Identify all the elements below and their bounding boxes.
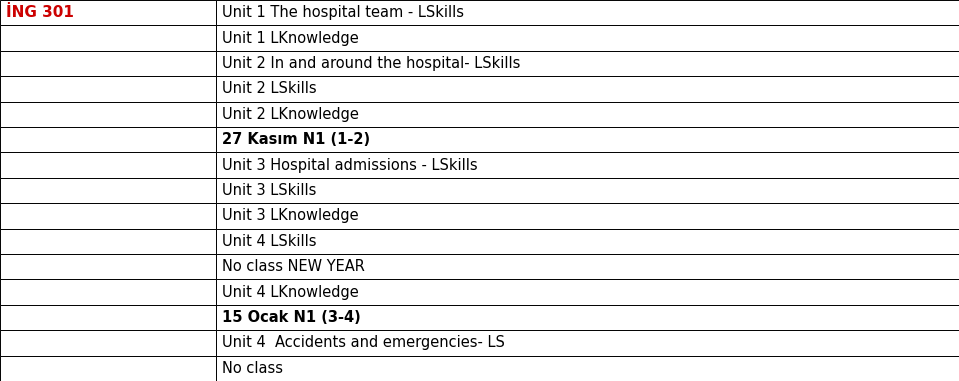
- Text: İNG 301: İNG 301: [6, 5, 74, 20]
- Text: Unit 4  Accidents and emergencies- LS: Unit 4 Accidents and emergencies- LS: [222, 335, 504, 351]
- Bar: [216, 152, 959, 178]
- Text: Unit 2 LSkills: Unit 2 LSkills: [222, 82, 316, 96]
- Bar: [0, 102, 216, 127]
- Bar: [216, 229, 959, 254]
- Bar: [0, 26, 216, 51]
- Text: 15 Ocak N1 (3-4): 15 Ocak N1 (3-4): [222, 310, 361, 325]
- Bar: [0, 152, 216, 178]
- Bar: [0, 279, 216, 305]
- Text: Unit 2 LKnowledge: Unit 2 LKnowledge: [222, 107, 359, 122]
- Bar: [0, 178, 216, 203]
- Text: Unit 4 LKnowledge: Unit 4 LKnowledge: [222, 285, 359, 299]
- Text: 27 Kasım N1 (1-2): 27 Kasım N1 (1-2): [222, 132, 370, 147]
- Bar: [216, 254, 959, 279]
- Bar: [216, 305, 959, 330]
- Bar: [0, 229, 216, 254]
- Bar: [216, 76, 959, 102]
- Bar: [216, 330, 959, 355]
- Text: No class NEW YEAR: No class NEW YEAR: [222, 259, 364, 274]
- Text: Unit 3 LKnowledge: Unit 3 LKnowledge: [222, 208, 359, 223]
- Bar: [216, 203, 959, 229]
- Bar: [216, 127, 959, 152]
- Text: Unit 1 LKnowledge: Unit 1 LKnowledge: [222, 30, 359, 46]
- Bar: [0, 51, 216, 76]
- Text: Unit 1 The hospital team - LSkills: Unit 1 The hospital team - LSkills: [222, 5, 464, 20]
- Text: No class: No class: [222, 361, 283, 376]
- Bar: [216, 51, 959, 76]
- Bar: [0, 254, 216, 279]
- Bar: [0, 127, 216, 152]
- Bar: [0, 355, 216, 381]
- Text: Unit 4 LSkills: Unit 4 LSkills: [222, 234, 316, 249]
- Bar: [0, 330, 216, 355]
- Bar: [216, 178, 959, 203]
- Text: Unit 2 In and around the hospital- LSkills: Unit 2 In and around the hospital- LSkil…: [222, 56, 520, 71]
- Bar: [0, 76, 216, 102]
- Bar: [0, 203, 216, 229]
- Bar: [216, 26, 959, 51]
- Text: Unit 3 LSkills: Unit 3 LSkills: [222, 183, 316, 198]
- Bar: [0, 305, 216, 330]
- Bar: [216, 355, 959, 381]
- Bar: [0, 0, 216, 26]
- Text: Unit 3 Hospital admissions - LSkills: Unit 3 Hospital admissions - LSkills: [222, 158, 478, 173]
- Bar: [216, 279, 959, 305]
- Bar: [216, 0, 959, 26]
- Bar: [216, 102, 959, 127]
